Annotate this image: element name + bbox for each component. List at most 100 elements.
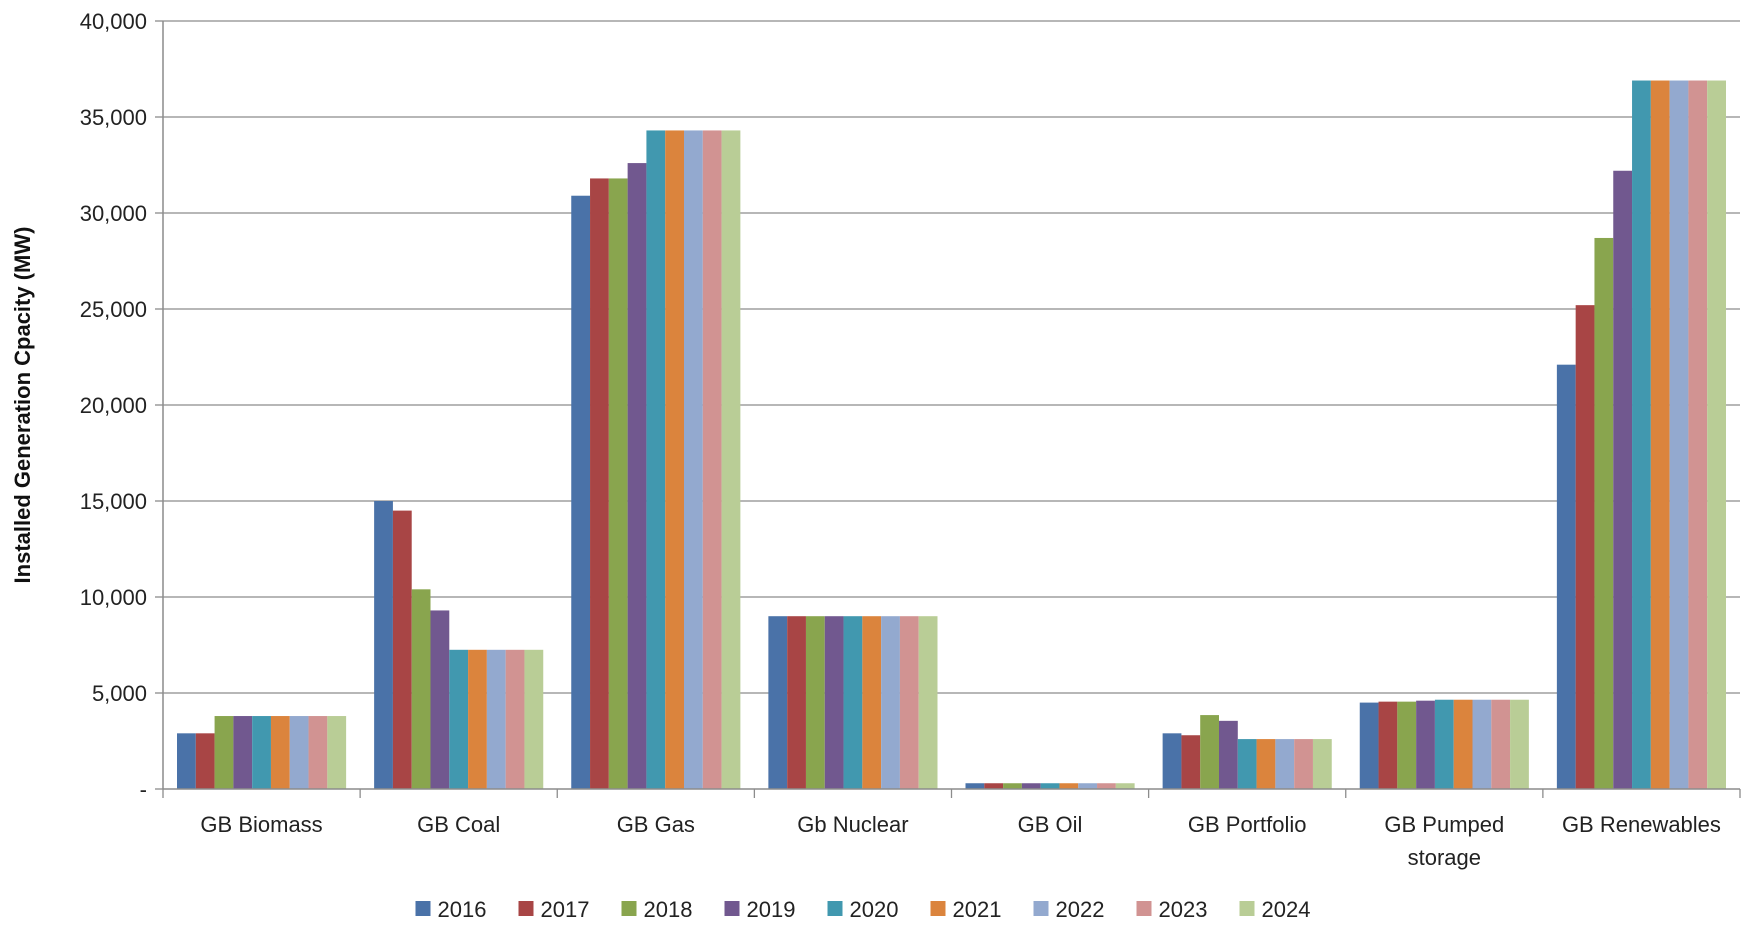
bar-2017-2 (590, 178, 609, 789)
bar-2017-4 (984, 783, 1004, 789)
x-category-label: GB Pumped (1384, 812, 1504, 837)
bar-2018-1 (411, 589, 431, 789)
bar-2021-6 (1453, 699, 1473, 789)
y-tick-label: - (140, 777, 147, 802)
bar-2020-3 (843, 616, 863, 789)
x-category-label: Gb Nuclear (797, 812, 908, 837)
bar-2022-5 (1275, 739, 1295, 789)
legend-swatch-2022 (1033, 901, 1049, 916)
bar-2021-4 (1059, 783, 1079, 789)
bars (177, 80, 1726, 790)
legend-swatch-2017 (518, 901, 534, 916)
x-category-label: GB Biomass (200, 812, 322, 837)
bar-2016-2 (571, 195, 591, 790)
bar-2023-3 (899, 616, 919, 789)
x-category-label: GB Renewables (1562, 812, 1721, 837)
bar-2017-3 (787, 616, 806, 789)
bar-2023-7 (1688, 80, 1708, 789)
bar-2022-0 (289, 716, 309, 789)
bar-2020-1 (449, 649, 469, 789)
legend-swatch-2021 (930, 901, 946, 916)
y-tick-label: 5,000 (92, 681, 147, 706)
legend-label-2017: 2017 (541, 897, 590, 922)
bar-2017-5 (1181, 735, 1201, 789)
y-tick-label: 30,000 (80, 201, 147, 226)
bar-2017-0 (195, 733, 215, 789)
bar-2020-6 (1434, 699, 1454, 789)
bar-2019-0 (233, 716, 253, 789)
bar-2019-1 (430, 610, 450, 789)
bar-2022-2 (684, 130, 703, 789)
axes (155, 20, 1741, 798)
x-category-label: GB Portfolio (1188, 812, 1307, 837)
bar-2020-2 (646, 130, 666, 789)
y-tick-label: 35,000 (80, 105, 147, 130)
bar-2023-2 (702, 130, 722, 789)
y-tick-label: 15,000 (80, 489, 147, 514)
bar-2017-6 (1378, 701, 1398, 789)
x-category-label: GB Coal (417, 812, 500, 837)
bar-2024-0 (327, 716, 347, 789)
bar-2020-4 (1040, 783, 1060, 789)
bar-2019-2 (627, 163, 647, 789)
bar-2018-2 (608, 178, 628, 789)
bar-2020-0 (252, 716, 271, 789)
legend: 2016 2017 2018 2019 2020 2021 2022 2023 2024 (415, 897, 1310, 922)
bar-2016-5 (1162, 733, 1182, 789)
bar-2016-1 (374, 501, 393, 789)
legend-swatch-2019 (724, 901, 740, 916)
bar-2021-7 (1650, 80, 1670, 789)
bar-2024-5 (1312, 739, 1332, 789)
bar-2016-7 (1556, 364, 1576, 789)
bar-2016-0 (177, 733, 196, 789)
bar-2021-3 (862, 616, 882, 789)
bar-2024-3 (918, 616, 938, 789)
legend-swatch-2020 (827, 901, 843, 916)
x-category-label: GB Oil (1018, 812, 1083, 837)
bar-2019-7 (1613, 170, 1633, 789)
bar-2020-7 (1632, 80, 1651, 789)
bar-2020-5 (1237, 739, 1257, 789)
bar-2022-1 (486, 649, 506, 789)
y-tick-labels: - 5,000 10,000 15,000 20,000 25,000 30,000 35,0… (80, 9, 147, 802)
bar-2023-1 (505, 649, 525, 789)
bar-2017-1 (392, 510, 412, 789)
bar-2018-0 (214, 716, 234, 789)
bar-2017-7 (1575, 305, 1595, 789)
bar-2023-4 (1097, 783, 1116, 789)
bar-2024-2 (721, 130, 741, 789)
legend-label-2021: 2021 (953, 897, 1002, 922)
legend-label-2016: 2016 (438, 897, 487, 922)
bar-2023-6 (1491, 699, 1511, 789)
bar-2016-3 (768, 616, 788, 789)
legend-label-2018: 2018 (644, 897, 693, 922)
y-tick-label: 40,000 (80, 9, 147, 34)
bar-2021-1 (468, 649, 487, 789)
bar-2018-3 (805, 616, 825, 789)
legend-swatch-2016 (415, 901, 431, 916)
bar-2021-2 (665, 130, 684, 789)
bar-2022-3 (881, 616, 900, 789)
bar-2023-0 (308, 716, 328, 789)
bar-2022-4 (1078, 783, 1098, 789)
bar-2021-5 (1256, 739, 1276, 789)
legend-label-2023: 2023 (1159, 897, 1208, 922)
y-tick-label: 20,000 (80, 393, 147, 418)
bar-2024-6 (1510, 699, 1529, 789)
bar-2019-6 (1416, 700, 1435, 789)
bar-2018-6 (1397, 701, 1417, 789)
bar-2016-4 (965, 783, 985, 789)
y-axis-title: Installed Generation Cpacity (MW) (10, 227, 35, 584)
legend-swatch-2023 (1136, 901, 1152, 916)
bar-2022-7 (1669, 80, 1689, 789)
legend-label-2022: 2022 (1056, 897, 1105, 922)
legend-swatch-2024 (1239, 901, 1255, 916)
y-tick-label: 25,000 (80, 297, 147, 322)
bar-2024-1 (524, 649, 544, 789)
x-category-label: storage (1408, 845, 1481, 870)
bar-2019-5 (1219, 720, 1238, 789)
bar-2021-0 (270, 716, 290, 789)
bar-2023-5 (1294, 739, 1313, 789)
